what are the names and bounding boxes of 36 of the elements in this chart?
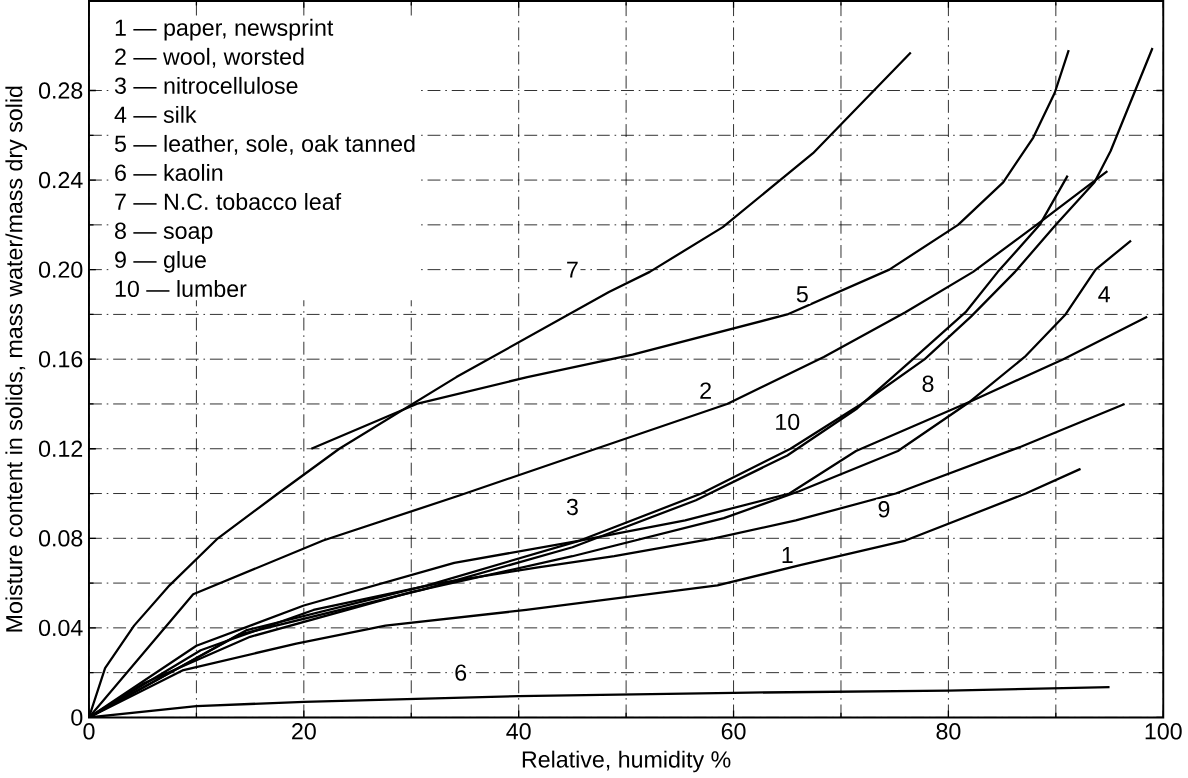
x-axis-title: Relative, humidity % [522,750,731,773]
annotation: 9 [878,501,890,518]
y-axis-title: Moisture content in solids, mass water/mass dry solid [5,86,28,632]
annotation: 10 — lumber [115,280,247,298]
annotation: 5 [796,286,808,303]
y-tick-label: 0.28 [39,82,83,99]
annotation: 8 — soap [115,222,213,244]
annotation: 6 [455,664,467,682]
y-tick-label: 0 [71,709,83,726]
y-tick-label: 0.16 [39,351,83,368]
x-tick-label: 20 [292,723,316,740]
annotation: 2 [700,382,711,399]
annotation: 6 — kaolin [115,164,223,182]
y-tick-label: 0.08 [39,530,83,547]
annotation: 5 — leather, sole, oak tanned [114,135,415,155]
annotation: 1 — paper, newsprint [115,19,334,41]
x-tick-label: 80 [936,723,961,740]
annotation: 3 [566,498,578,516]
annotation: 3 — nitrocellulose [114,77,298,95]
y-tick-label: 0.24 [39,172,83,189]
x-tick-label: 100 [1145,723,1182,740]
annotation: 2 — wool, worsted [115,48,304,68]
x-tick-label: 0 [83,723,95,740]
y-tick-label: 0.04 [39,619,83,637]
annotation: 7 — N.C. tobacco leaf [115,193,342,211]
annotation: 4 [1098,286,1110,303]
x-tick-label: 40 [506,723,531,740]
annotation: 10 [776,413,800,431]
y-tick-label: 0.12 [39,440,83,458]
x-tick-label: 60 [721,723,746,740]
annotation: 8 [922,375,934,393]
annotation: 9 — glue [115,251,206,273]
annotation: 4 — silk [114,106,197,124]
annotation: 7 [567,261,578,278]
y-tick-label: 0.20 [39,261,83,279]
annotation: 1 [782,547,793,564]
